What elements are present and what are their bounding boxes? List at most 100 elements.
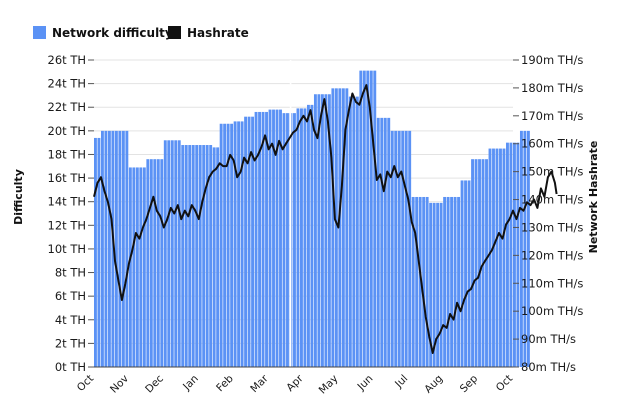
difficulty-bar-99 xyxy=(439,202,443,367)
difficulty-bar-49 xyxy=(265,111,268,367)
left-tick-label-4: 8t TH xyxy=(55,266,86,280)
difficulty-bar-51 xyxy=(272,109,275,367)
left-tick-label-1: 2t TH xyxy=(55,336,86,350)
difficulty-bar-29 xyxy=(195,145,199,367)
right-axis-ticks: 80m TH/s 90m TH/s 100m TH/s 110m TH/s 120m T… xyxy=(513,53,583,374)
difficulty-bar-25 xyxy=(181,145,185,367)
difficulty-bar-43 xyxy=(244,116,248,368)
difficulty-bar-86 xyxy=(394,130,398,367)
month-label-1: Nov xyxy=(108,373,131,396)
month-label-11: Sep xyxy=(458,372,481,395)
right-tick-label-9: 170m TH/s xyxy=(521,109,583,123)
left-tick-label-12: 24t TH xyxy=(48,77,86,91)
right-tick-label-5: 130m TH/s xyxy=(521,220,583,234)
right-tick-label-8: 160m TH/s xyxy=(521,137,583,151)
difficulty-bar-14 xyxy=(142,167,146,367)
difficulty-bar-79 xyxy=(369,70,373,367)
difficulty-bar-11 xyxy=(132,167,136,367)
difficulty-bar-89 xyxy=(404,130,408,367)
difficulty-bar-119 xyxy=(509,142,513,367)
difficulty-bar-73 xyxy=(348,96,352,367)
difficulty-bar-40 xyxy=(233,121,237,368)
difficulty-bar-60 xyxy=(303,108,307,367)
difficulty-bar-33 xyxy=(209,145,213,367)
difficulty-bar-12 xyxy=(135,167,139,367)
difficulty-bar-92 xyxy=(415,196,419,367)
difficulty-bar-84 xyxy=(387,117,391,367)
difficulty-bar-107 xyxy=(467,180,471,367)
difficulty-bar-53 xyxy=(279,109,282,367)
difficulty-bar-3 xyxy=(104,130,108,367)
difficulty-bar-30 xyxy=(198,145,202,367)
difficulty-bar-76 xyxy=(359,70,363,367)
difficulty-bar-114 xyxy=(492,148,495,367)
difficulty-bar-118 xyxy=(506,142,509,367)
difficulty-bar-2 xyxy=(100,130,104,367)
left-tick-label-2: 4t TH xyxy=(55,313,86,327)
difficulty-bar-122 xyxy=(519,130,523,367)
difficulty-bar-112 xyxy=(485,159,488,367)
difficulty-bar-37 xyxy=(223,123,227,367)
left-tick-label-5: 10t TH xyxy=(48,242,86,256)
difficulty-bar-81 xyxy=(376,117,380,367)
difficulty-bar-17 xyxy=(153,159,157,367)
difficulty-bar-9 xyxy=(125,130,129,367)
left-tick-label-8: 16t TH xyxy=(48,171,86,185)
difficulty-bar-101 xyxy=(446,196,450,367)
left-tick-label-10: 20t TH xyxy=(48,124,86,138)
difficulty-bar-110 xyxy=(478,159,481,367)
right-tick-label-10: 180m TH/s xyxy=(521,81,583,95)
difficulty-bar-108 xyxy=(471,159,474,367)
left-axis-title: Difficulty xyxy=(12,169,25,225)
difficulty-bar-15 xyxy=(146,159,150,367)
difficulty-bar-75 xyxy=(355,96,359,367)
difficulty-bar-57 xyxy=(293,113,296,367)
left-tick-label-0: 0t TH xyxy=(55,360,86,374)
left-axis-ticks: 0t TH 2t TH 4t TH 6t TH 8t TH 10t TH 12t TH 14t… xyxy=(48,53,94,374)
difficulty-bar-98 xyxy=(436,202,440,367)
difficulty-bar-47 xyxy=(258,111,261,367)
difficulty-bar-21 xyxy=(167,140,171,367)
difficulty-bar-67 xyxy=(327,94,331,368)
difficulty-bar-16 xyxy=(149,159,153,367)
difficulty-bar-36 xyxy=(219,123,223,367)
difficulty-bar-59 xyxy=(300,108,303,367)
difficulty-bar-94 xyxy=(422,196,426,367)
difficulty-bar-27 xyxy=(188,145,192,367)
right-tick-label-3: 110m TH/s xyxy=(521,276,583,290)
difficulty-bar-42 xyxy=(240,121,244,368)
difficulty-bar-19 xyxy=(160,159,164,367)
difficulty-bar-115 xyxy=(495,148,499,367)
difficulty-bar-66 xyxy=(324,94,328,368)
legend: Network difficulty Hashrate xyxy=(33,26,249,40)
difficulty-bar-54 xyxy=(282,113,286,367)
difficulty-bar-23 xyxy=(174,140,178,367)
right-tick-label-7: 150m TH/s xyxy=(521,165,583,179)
difficulty-bar-45 xyxy=(251,116,255,368)
difficulty-bar-80 xyxy=(373,70,377,367)
right-tick-label-1: 90m TH/s xyxy=(521,332,576,346)
legend-swatch-network-difficulty xyxy=(33,26,46,39)
difficulty-bar-13 xyxy=(139,167,143,367)
difficulty-bar-103 xyxy=(453,196,457,367)
month-label-12: Oct xyxy=(494,373,515,394)
difficulty-bar-62 xyxy=(310,104,314,368)
difficulty-bar-71 xyxy=(341,88,345,367)
difficulty-bar-18 xyxy=(156,159,160,367)
difficulty-bar-1 xyxy=(97,137,101,367)
difficulty-bar-100 xyxy=(443,196,447,367)
right-tick-label-6: 140m TH/s xyxy=(521,193,583,207)
month-label-6: Apr xyxy=(284,372,306,394)
difficulty-bar-82 xyxy=(380,117,384,367)
difficulty-bar-0 xyxy=(94,137,97,367)
difficulty-bar-35 xyxy=(216,147,220,367)
difficulty-bar-6 xyxy=(114,130,118,367)
difficulty-bar-24 xyxy=(177,140,181,367)
difficulty-bar-117 xyxy=(502,148,506,367)
difficulty-bar-61 xyxy=(306,104,310,368)
difficulty-bar-64 xyxy=(317,94,321,368)
difficulty-bar-5 xyxy=(111,130,115,367)
difficulty-bar-120 xyxy=(513,142,516,367)
